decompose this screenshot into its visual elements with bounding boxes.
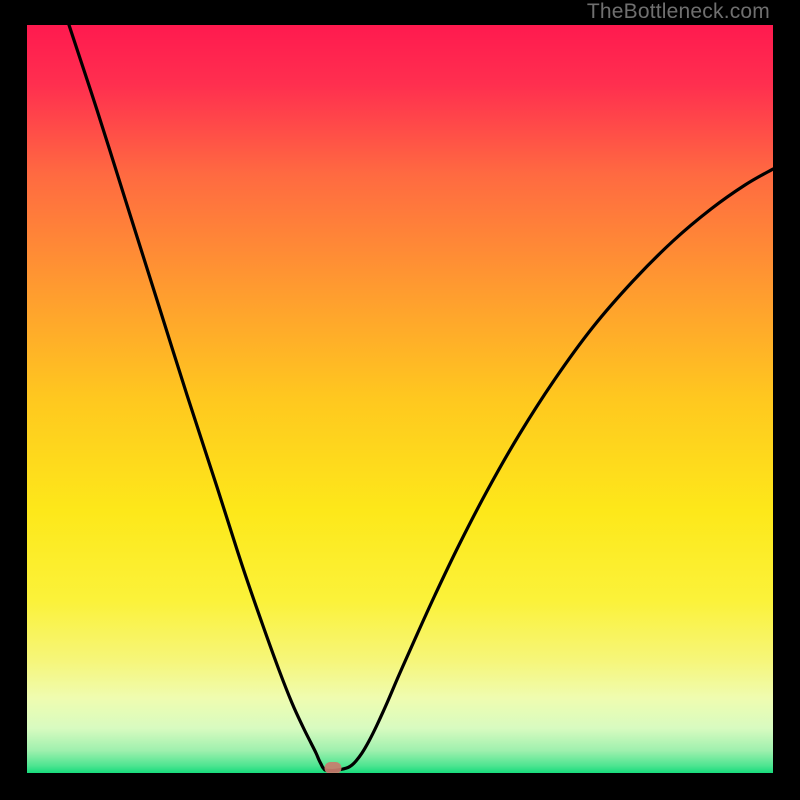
optimal-point-marker: [325, 762, 342, 773]
border-right: [773, 0, 800, 800]
border-left: [0, 0, 27, 800]
watermark-text: TheBottleneck.com: [587, 0, 770, 24]
plot-area: [27, 25, 773, 773]
border-bottom: [0, 773, 800, 800]
chart-frame: TheBottleneck.com: [0, 0, 800, 800]
bottleneck-curve: [27, 25, 773, 773]
